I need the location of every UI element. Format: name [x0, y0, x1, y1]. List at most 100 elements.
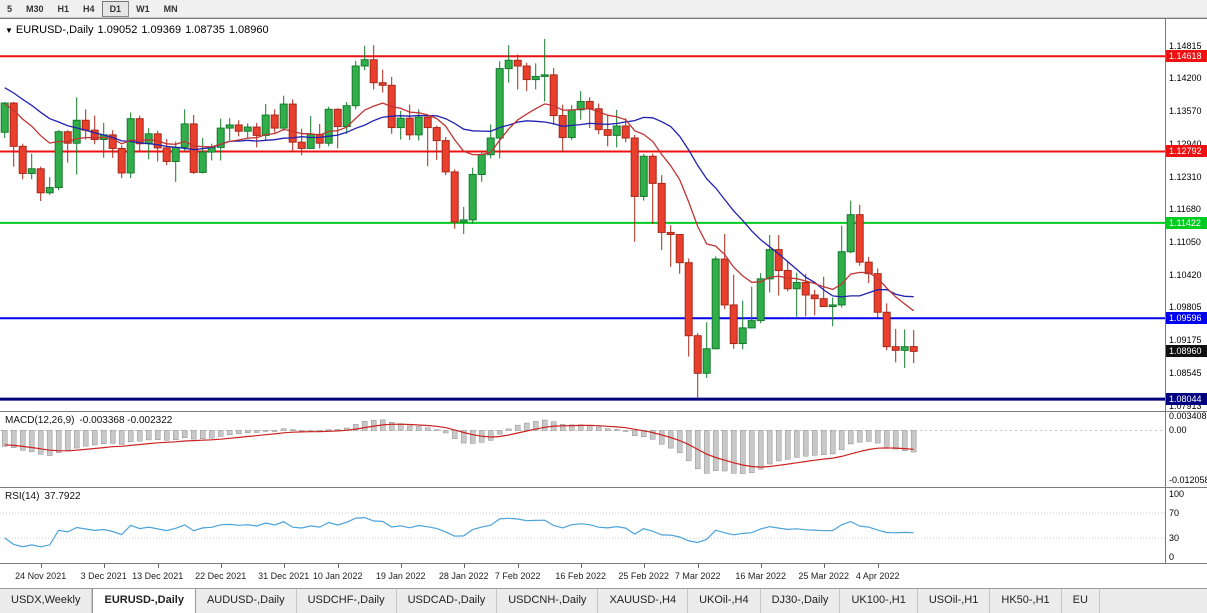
price-badge: 1.14618	[1166, 50, 1207, 63]
macd-axis[interactable]: 0.003408 0.00 -0.012058	[1165, 411, 1207, 487]
chart-tab-ukoil-h4[interactable]: UKOil-,H4	[688, 589, 761, 613]
axis-tick-label: -0.012058	[1169, 474, 1207, 485]
ma-fast-line	[4, 102, 915, 312]
date-label: 4 Apr 2022	[855, 571, 900, 581]
axis-tick-label: 1.13570	[1169, 105, 1202, 116]
date-tick	[157, 564, 159, 568]
axis-tick-label: 1.12940	[1169, 138, 1202, 149]
quote-high: 1.09369	[141, 24, 182, 36]
chart-tab-xauusd-h4[interactable]: XAUUSD-,H4	[598, 589, 689, 613]
axis-tick-label: 1.08545	[1169, 368, 1202, 379]
price-badge: 1.08044	[1166, 393, 1207, 406]
date-tick	[463, 564, 465, 568]
date-tick	[337, 564, 339, 568]
date-label: 24 Nov 2021	[15, 571, 67, 581]
date-label: 25 Feb 2022	[618, 571, 669, 581]
timeframe-button-5[interactable]: 5	[7, 3, 13, 14]
chart-tab-eu[interactable]: EU	[1061, 589, 1100, 613]
chart-dropdown-icon[interactable]: ▼	[5, 26, 13, 35]
date-label: 13 Dec 2021	[132, 571, 184, 581]
date-tick	[517, 564, 519, 568]
chart-tab-audusd-daily[interactable]: AUDUSD-,Daily	[195, 589, 297, 613]
chart-tab-hk50-h1[interactable]: HK50-,H1	[990, 589, 1062, 613]
axis-tick-label: 1.09175	[1169, 335, 1202, 346]
chart-tabbar: USDX,Weekly EURUSD-,Daily AUDUSD-,Daily USD…	[0, 588, 1207, 613]
date-label: 10 Jan 2022	[312, 571, 363, 581]
price-badge: 1.11422	[1166, 216, 1207, 229]
timeframe-button-m30[interactable]: M30	[26, 3, 44, 14]
price-badge: 1.09596	[1166, 312, 1207, 325]
macd-values: -0.003368 -0.002322	[79, 415, 173, 426]
date-tick	[580, 564, 582, 568]
chart-title: ▼ EURUSD-,Daily 1.09052 1.09369 1.08735 1.089…	[5, 24, 273, 36]
chart-tab-eurusd-daily[interactable]: EURUSD-,Daily	[92, 589, 196, 613]
timeframe-button-h1[interactable]: H1	[57, 3, 70, 14]
axis-tick-label: 0	[1169, 551, 1175, 562]
axis-tick-label: 0.003408	[1169, 411, 1207, 422]
macd-signal-line	[4, 423, 914, 468]
rsi-value: 37.7922	[44, 491, 81, 502]
chart-tab-usdcad-daily[interactable]: USDCAD-,Daily	[396, 589, 498, 613]
chart-tab-uk100-h1[interactable]: UK100-,H1	[840, 589, 918, 613]
candlestick-chart[interactable]	[0, 19, 1165, 411]
quote-open: 1.09052	[97, 24, 138, 36]
date-label: 19 Jan 2022	[375, 571, 426, 581]
price-badge: 1.08960	[1166, 345, 1207, 358]
date-tick	[823, 564, 825, 568]
rsi-label: RSI(14) 37.7922	[5, 491, 86, 502]
time-axis[interactable]: 24 Nov 2021 3 Dec 2021 13 Dec 2021 22 Dec 2…	[0, 564, 1207, 588]
chart-tab-usdx-weekly[interactable]: USDX,Weekly	[0, 589, 93, 613]
quote-low: 1.08735	[185, 24, 225, 36]
timeframe-toolbar: 5 M30 H1 H4 D1 W1 MN	[0, 0, 1207, 18]
rsi-panel: RSI(14) 37.7922 100 70 30 0	[0, 488, 1207, 564]
chart-tab-usdchf-daily[interactable]: USDCHF-,Daily	[296, 589, 397, 613]
axis-tick-label: 30	[1169, 533, 1180, 543]
date-tick	[103, 564, 105, 568]
macd-label: MACD(12,26,9) -0.003368 -0.002322	[5, 415, 177, 426]
date-label: 3 Dec 2021	[80, 571, 127, 581]
macd-name: MACD(12,26,9)	[5, 415, 75, 426]
axis-tick-label: 100	[1169, 489, 1185, 500]
date-label: 28 Jan 2022	[438, 571, 489, 581]
date-tick	[220, 564, 222, 568]
chart-window: ▼ EURUSD-,Daily 1.09052 1.09369 1.08735 1.089…	[0, 18, 1207, 588]
timeframe-button-d1[interactable]: D1	[101, 0, 130, 17]
date-tick	[643, 564, 645, 568]
timeframe-button-h4[interactable]: H4	[83, 3, 95, 14]
date-tick	[283, 564, 285, 568]
axis-tick-label: 1.11680	[1169, 204, 1201, 215]
macd-chart[interactable]	[0, 412, 1165, 487]
date-label: 7 Mar 2022	[674, 571, 721, 581]
axis-tick-label: 1.14815	[1169, 40, 1202, 51]
axis-tick-label: 70	[1169, 508, 1180, 518]
price-axis[interactable]: 1.14815 1.14200 1.13570 1.12940 1.12310 1.116…	[1165, 19, 1207, 411]
rsi-axis[interactable]: 100 70 30 0	[1165, 488, 1207, 563]
date-tick	[40, 564, 42, 568]
axis-tick-label: 1.14200	[1169, 73, 1202, 83]
date-label: 22 Dec 2021	[195, 571, 247, 581]
chart-tab-usoil-h1[interactable]: USOil-,H1	[917, 589, 991, 613]
price-panel: ▼ EURUSD-,Daily 1.09052 1.09369 1.08735 1.089…	[0, 19, 1207, 412]
date-label: 16 Feb 2022	[555, 571, 606, 581]
axis-tick-label: 1.07913	[1169, 400, 1202, 411]
chart-tab-usdcnh-daily[interactable]: USDCNH-,Daily	[497, 589, 599, 613]
date-tick	[877, 564, 879, 568]
quote-close: 1.08960	[228, 24, 269, 36]
date-tick	[400, 564, 402, 568]
macd-panel: MACD(12,26,9) -0.003368 -0.002322 0.00340…	[0, 411, 1207, 488]
chart-tab-dj30-daily[interactable]: DJ30-,Daily	[760, 589, 841, 613]
date-label: 25 Mar 2022	[798, 571, 849, 581]
candles	[0, 38, 918, 399]
chart-symbol-label: EURUSD-,Daily	[15, 24, 94, 36]
ma-slow-line	[4, 87, 914, 298]
axis-tick-label: 0.00	[1169, 425, 1187, 436]
rsi-line	[4, 516, 914, 548]
axis-tick-label: 1.11050	[1169, 237, 1201, 248]
date-label: 31 Dec 2021	[258, 571, 310, 581]
timeframe-button-w1[interactable]: W1	[136, 3, 150, 14]
rsi-chart[interactable]	[0, 488, 1165, 563]
axis-tick-label: 1.12310	[1169, 171, 1202, 182]
timeframe-button-mn[interactable]: MN	[163, 3, 178, 14]
axis-tick-label: 1.09805	[1169, 302, 1202, 313]
